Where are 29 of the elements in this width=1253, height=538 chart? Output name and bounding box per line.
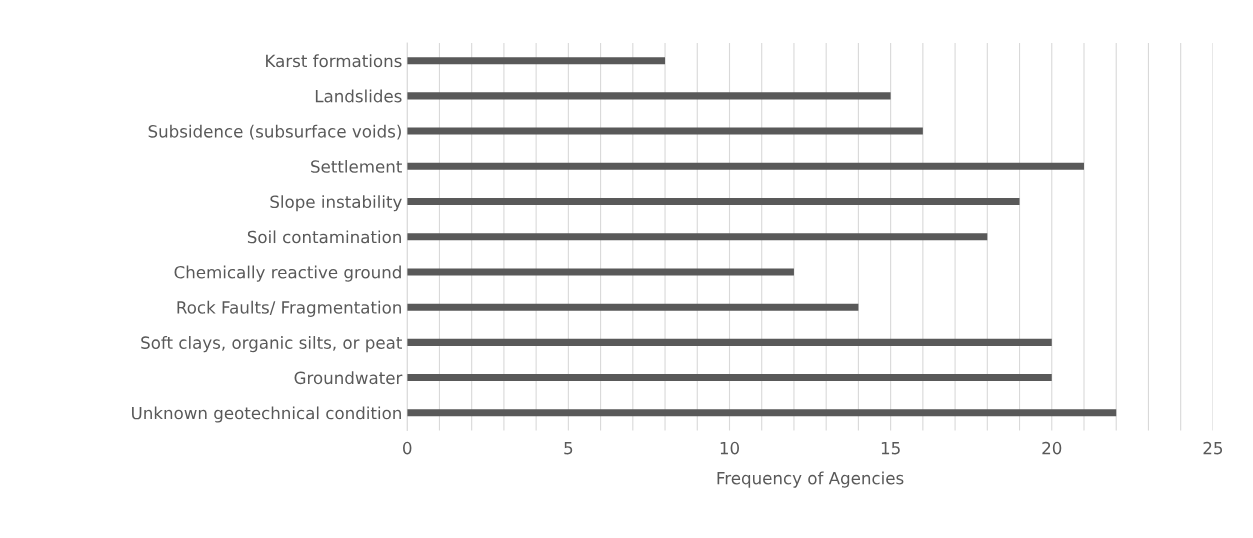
bar [407, 409, 1117, 417]
bar [407, 303, 859, 311]
x-tick-label: 15 [881, 442, 900, 455]
y-tick-label: Soft clays, organic silts, or peat [141, 336, 402, 353]
bar [407, 338, 1052, 346]
bar [407, 374, 1052, 382]
x-tick-label: 5 [564, 442, 573, 455]
x-tick-label: 20 [1042, 441, 1062, 455]
bar [407, 92, 891, 100]
y-tick-label: Subsidence (subsurface voids) [148, 124, 401, 140]
bar [407, 197, 1020, 206]
y-tick-label: Groundwater [294, 371, 403, 385]
bar [407, 268, 794, 276]
bar [407, 57, 666, 65]
bar [407, 162, 1084, 170]
y-tick-label: Unknown geotechnical condition [132, 406, 401, 423]
y-tick-label: Settlement [311, 159, 402, 173]
y-tick-label: Karst formations [266, 54, 402, 68]
y-tick-label: Rock Faults/ Fragmentation [177, 300, 401, 317]
y-tick-label: Landslides [315, 89, 402, 103]
y-tick-label: Slope instability [270, 195, 402, 212]
x-tick-label: 25 [1203, 441, 1223, 455]
x-tick-label: 10 [720, 441, 739, 455]
y-tick-label: Chemically reactive ground [174, 265, 401, 282]
y-tick-label: Soil contamination [247, 230, 401, 244]
bar [407, 233, 988, 241]
x-axis-title: Frequency of Agencies [717, 471, 904, 488]
x-tick-label: 0 [403, 441, 412, 455]
bar [407, 127, 923, 135]
